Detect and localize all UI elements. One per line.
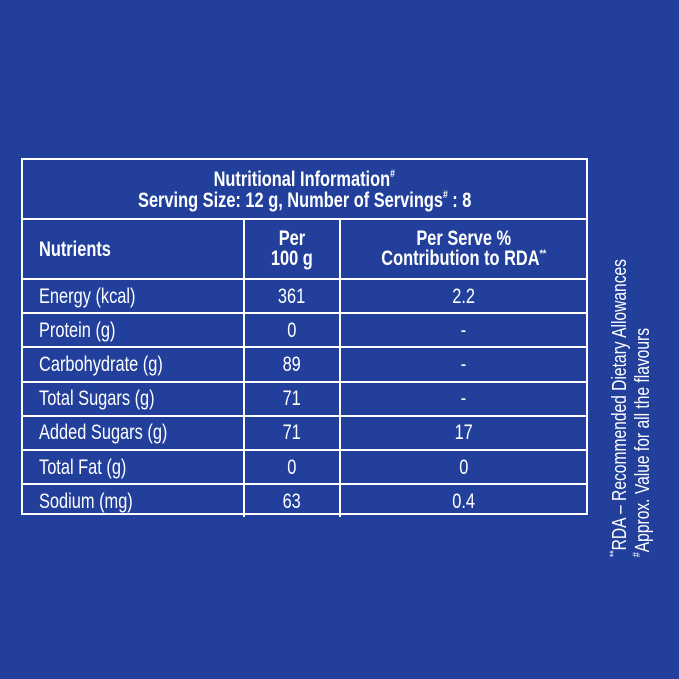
rda-value: - <box>460 387 467 411</box>
rda-value: 17 <box>454 421 473 445</box>
header-per100-line1: Per <box>278 227 306 250</box>
column-header-row: Nutrients Per 100 g Per Serve % Contributi… <box>23 218 586 278</box>
nutrient-name: Sodium (mg) <box>39 489 133 513</box>
table-row: Protein (g) 0 - <box>23 312 586 347</box>
per100-value: 0 <box>287 318 297 342</box>
per100-value: 89 <box>282 352 302 376</box>
table-row: Total Sugars (g) 71 - <box>23 380 586 415</box>
header-rda-line2: Contribution to RDA <box>381 247 540 270</box>
per100-value: 0 <box>287 455 297 479</box>
footnote-approx: Approx. Value for all the flavours <box>632 327 654 553</box>
footnote-rda: RDA – Recommended Dietary Allowances <box>609 259 631 551</box>
nutrient-name: Carbohydrate (g) <box>39 352 163 376</box>
table-row: Total Fat (g) 0 0 <box>23 449 586 484</box>
serving-mark: # <box>442 189 448 201</box>
rda-value: 2.2 <box>452 284 475 308</box>
header-rda-line1: Per Serve % <box>416 227 511 250</box>
nutrient-name: Total Sugars (g) <box>39 387 155 411</box>
per100-value: 361 <box>278 284 306 308</box>
nutrient-name: Protein (g) <box>39 318 116 342</box>
nutrient-name: Added Sugars (g) <box>39 421 168 445</box>
header-nutrients: Nutrients <box>39 237 111 261</box>
rda-value: - <box>460 318 467 342</box>
per100-value: 71 <box>282 387 302 411</box>
per100-value: 63 <box>282 489 302 513</box>
table-row: Carbohydrate (g) 89 - <box>23 346 586 381</box>
header-per100-line2: 100 g <box>271 247 313 270</box>
nutrient-name: Energy (kcal) <box>39 284 136 308</box>
nutrition-table: Nutritional Information# Serving Size: 1… <box>21 158 588 518</box>
footnote-mark: # <box>631 552 643 558</box>
servings-count: : 8 <box>447 189 472 212</box>
table-row: Added Sugars (g) 71 17 <box>23 414 586 449</box>
table-row: Sodium (mg) 63 0.4 <box>23 483 586 518</box>
title-mark: # <box>390 168 396 180</box>
rda-value: 0.4 <box>452 489 475 513</box>
rda-value: - <box>460 352 467 376</box>
per100-value: 71 <box>282 421 302 445</box>
footnote-mark: ** <box>608 550 620 558</box>
nutrient-name: Total Fat (g) <box>39 455 127 479</box>
rda-mark: ** <box>539 248 546 260</box>
serving-size-text: Serving Size: 12 g, Number of Servings <box>137 189 443 212</box>
rda-value: 0 <box>458 455 469 479</box>
table-row: Energy (kcal) 361 2.2 <box>23 278 586 313</box>
table-title: Nutritional Information# Serving Size: 1… <box>23 160 586 220</box>
title-text: Nutritional Information <box>213 168 391 191</box>
